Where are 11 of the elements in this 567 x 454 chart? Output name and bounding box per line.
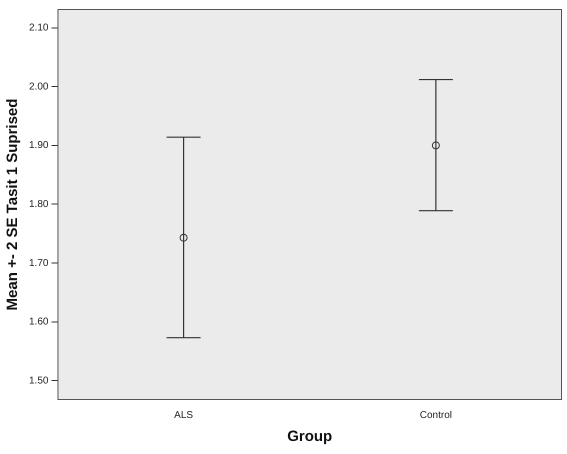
- x-tick-label: Control: [420, 410, 452, 421]
- y-tick-label: 1.80: [28, 198, 49, 210]
- y-tick-label: 2.10: [28, 22, 49, 34]
- y-tick-label: 1.70: [28, 258, 49, 269]
- y-axis-title: Mean +- 2 SE Tasit 1 Suprised: [4, 98, 22, 310]
- x-axis-title: Group: [287, 428, 332, 446]
- y-tick-label: 2.00: [28, 81, 49, 92]
- y-tick-label: 1.90: [28, 140, 49, 152]
- y-tick-label: 1.50: [28, 375, 49, 386]
- y-tick-label: 1.60: [28, 316, 49, 328]
- x-tick-label: ALS: [174, 410, 194, 421]
